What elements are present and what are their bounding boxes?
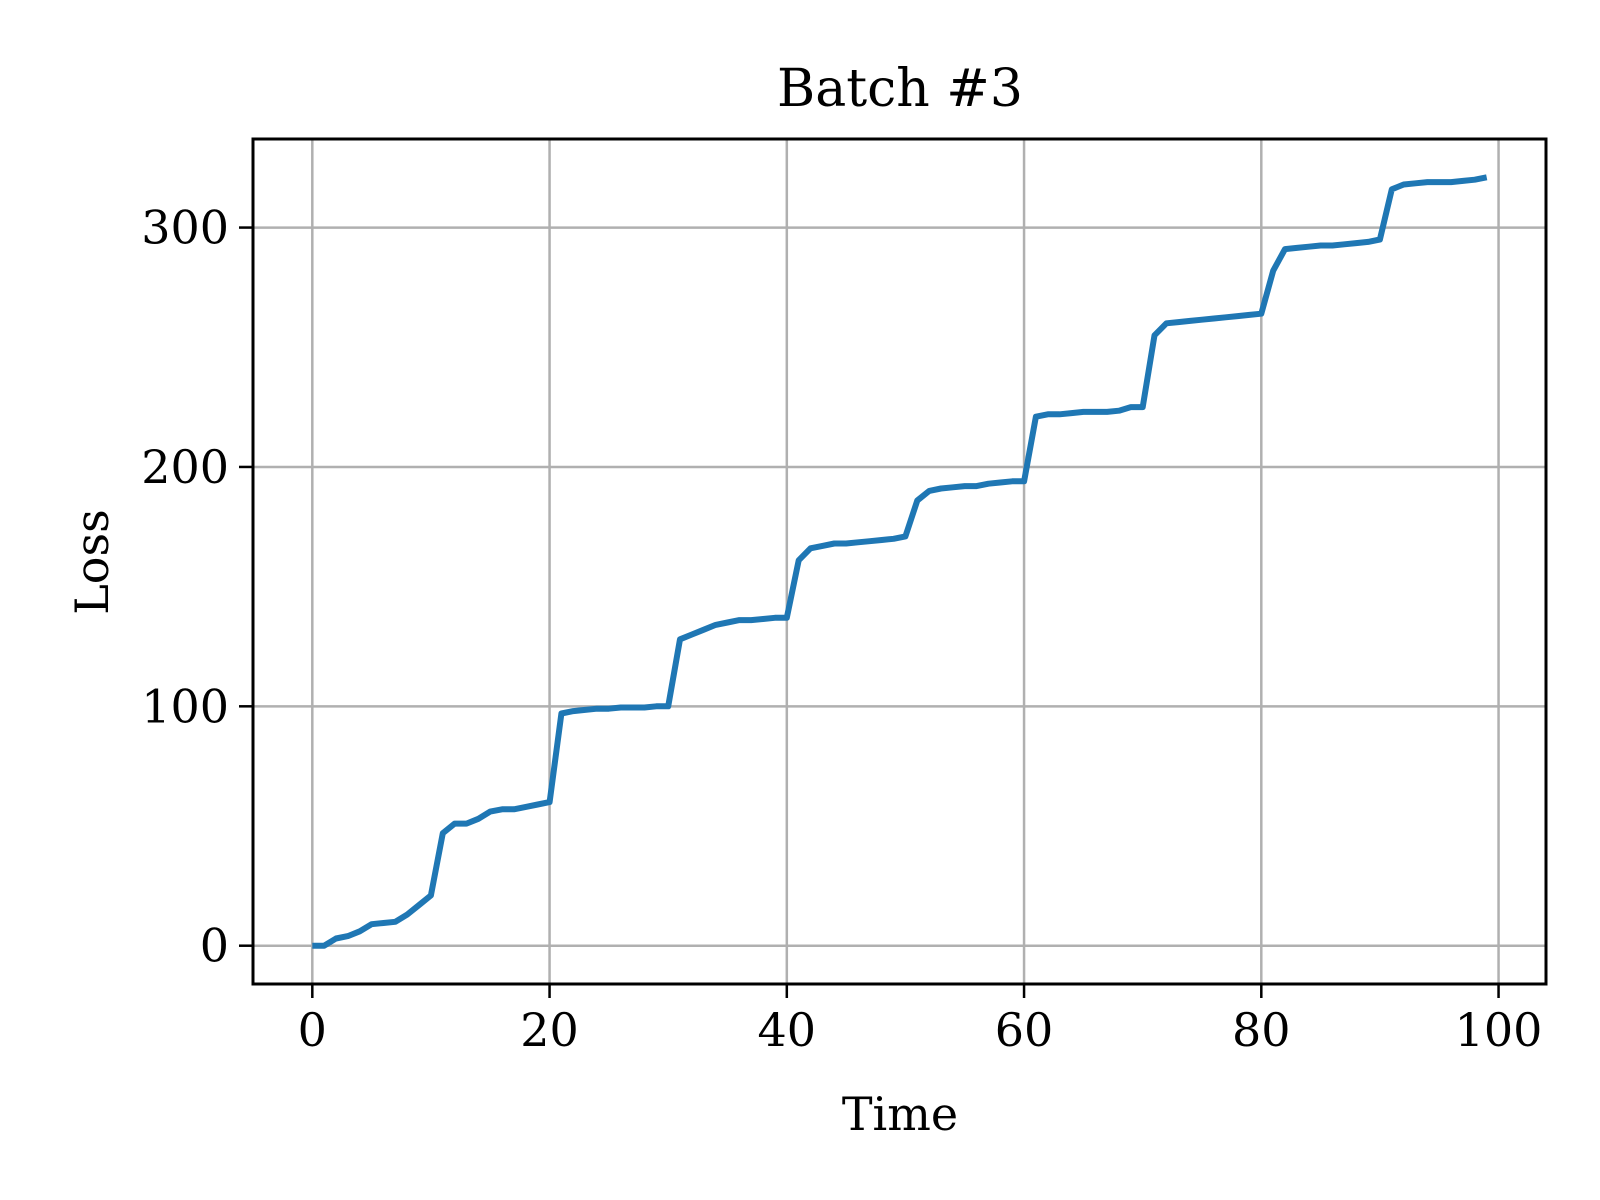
x-tick-label: 0 — [298, 1003, 327, 1057]
x-tick-label: 100 — [1455, 1003, 1543, 1057]
x-axis-label: Time — [842, 1087, 958, 1141]
plot-frame — [251, 137, 1548, 986]
chart-title: Batch #3 — [777, 59, 1023, 119]
series-layer — [312, 174, 1488, 949]
y-axis-label: Loss — [65, 509, 119, 614]
y-tick-label: 200 — [141, 440, 229, 494]
x-tick-label: 20 — [520, 1003, 579, 1057]
series-line — [312, 174, 1488, 949]
x-tick-label: 60 — [995, 1003, 1054, 1057]
y-tick-label: 300 — [141, 201, 229, 255]
y-tick-label: 100 — [141, 679, 229, 733]
x-tick-label: 80 — [1232, 1003, 1291, 1057]
y-tick-label: 0 — [200, 919, 229, 973]
x-axis-ticks: 0 20 40 60 80 100 — [298, 984, 1543, 1057]
grid — [253, 139, 1546, 984]
y-axis-ticks: 0 100 200 300 — [141, 201, 253, 973]
x-tick-label: 40 — [758, 1003, 817, 1057]
